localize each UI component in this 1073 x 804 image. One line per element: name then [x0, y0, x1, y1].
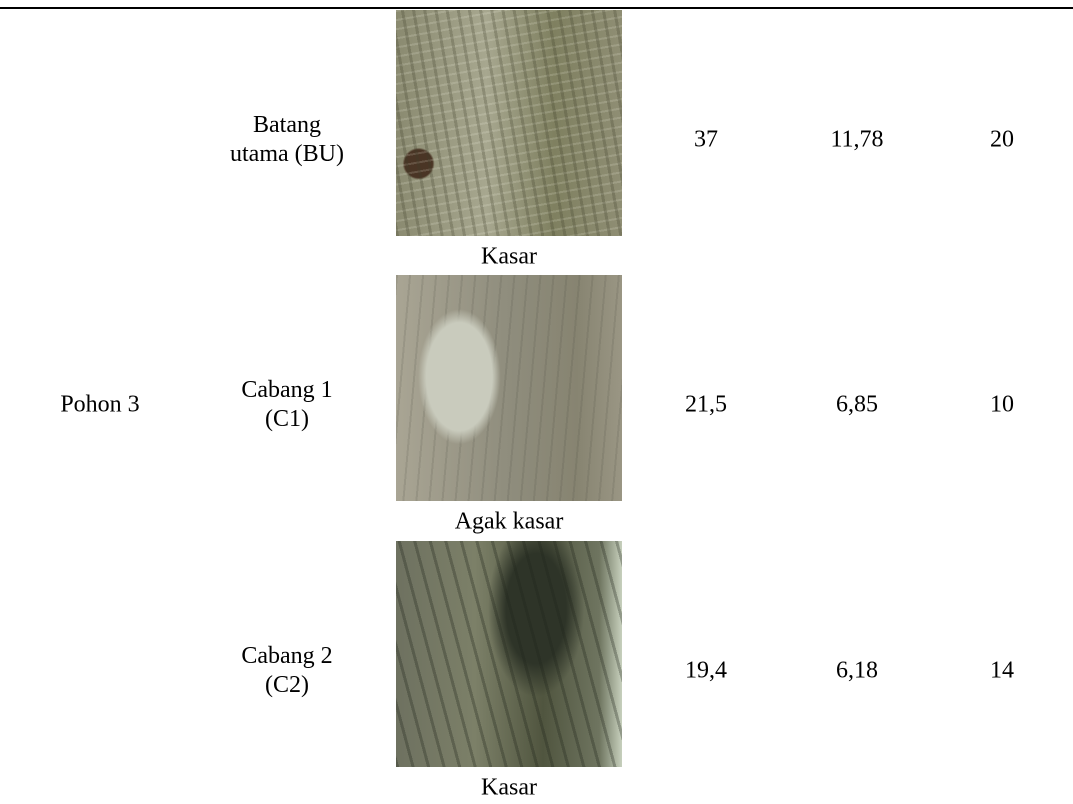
table-top-rule	[0, 7, 1073, 9]
cell-value: 6,85	[836, 391, 878, 418]
part-label: Cabang 2 (C2)	[241, 643, 333, 698]
cell-value: 37	[694, 126, 718, 153]
cell-value: 10	[990, 391, 1014, 418]
cell-value: 14	[990, 657, 1014, 684]
bark-photo	[396, 10, 622, 236]
texture-label: Agak kasar	[454, 508, 564, 535]
cell-value: 20	[990, 126, 1014, 153]
group-label: Pohon 3	[60, 391, 140, 418]
cell-value: 6,18	[836, 657, 878, 684]
texture-label: Kasar	[481, 243, 537, 270]
texture-label: Kasar	[481, 774, 537, 801]
part-label: Batang utama (BU)	[230, 112, 344, 167]
cell-value: 11,78	[830, 126, 884, 153]
cell-value: 21,5	[685, 391, 727, 418]
cell-value: 19,4	[685, 657, 727, 684]
bark-photo	[396, 541, 622, 767]
bark-photo	[396, 275, 622, 501]
part-label: Cabang 1 (C1)	[241, 377, 333, 432]
